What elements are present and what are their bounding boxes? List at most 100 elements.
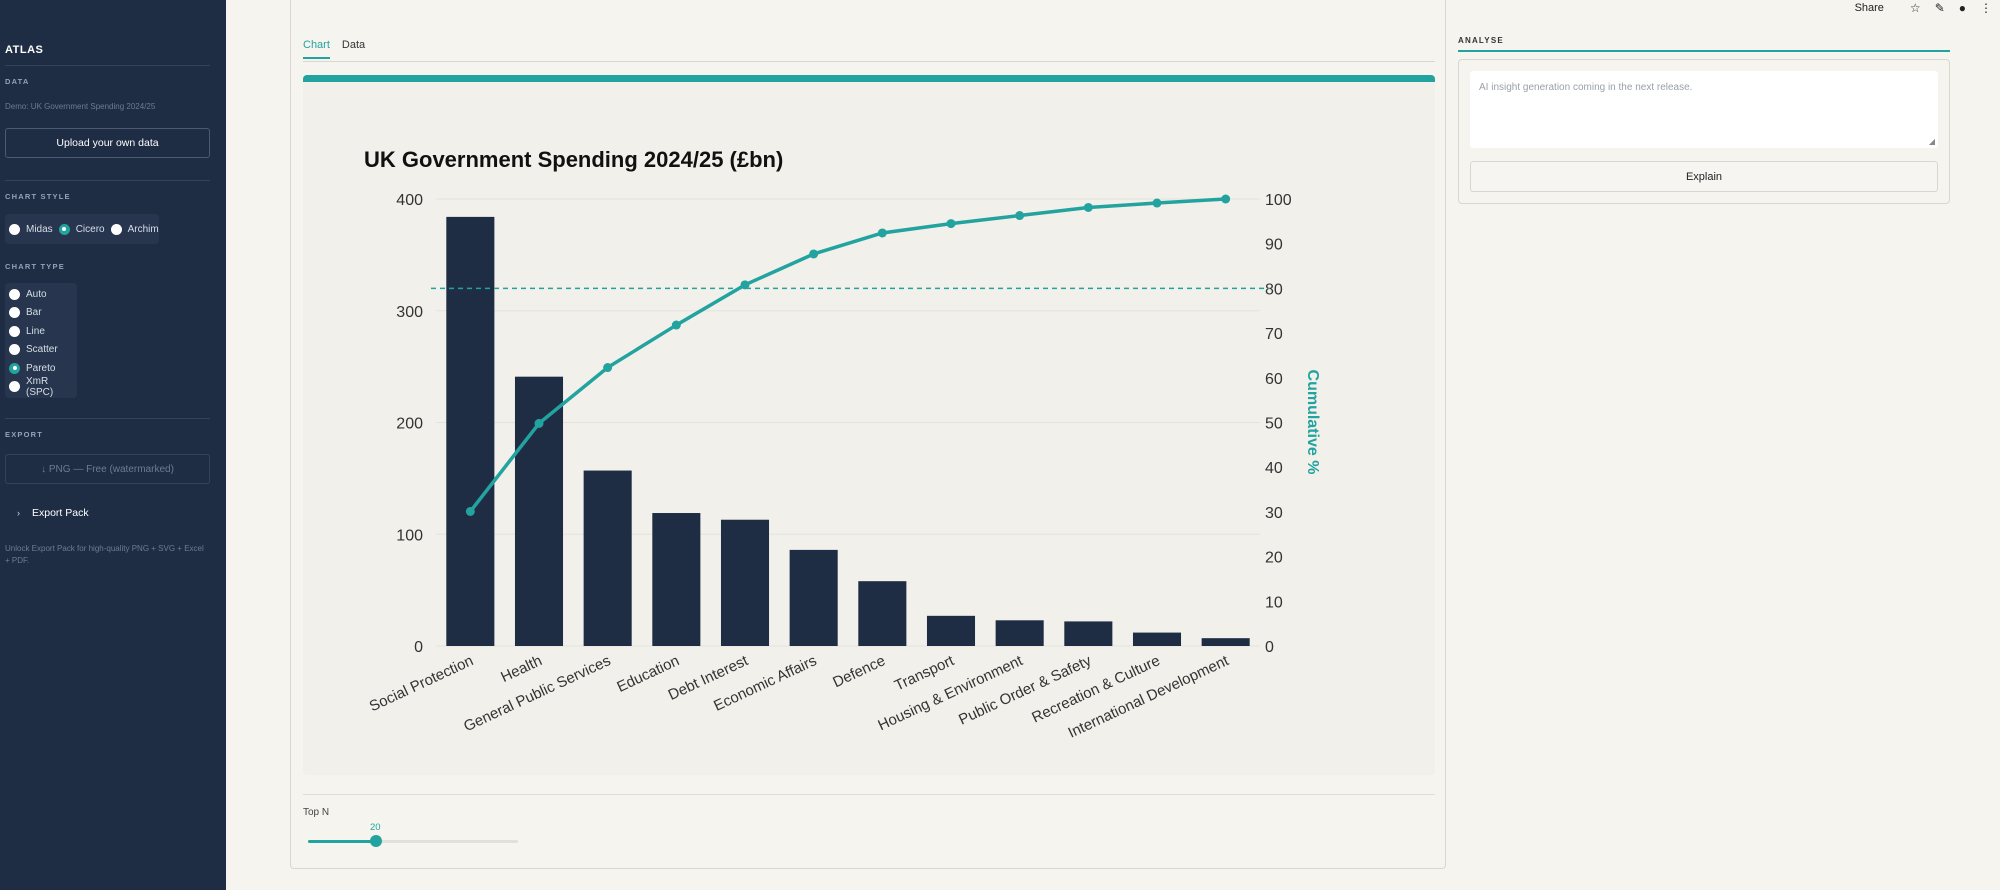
- divider: [5, 180, 210, 181]
- analyse-panel: AI insight generation coming in the next…: [1458, 59, 1950, 204]
- style-option-archim[interactable]: Archim: [110, 223, 159, 235]
- cumulative-line: [468, 197, 1226, 513]
- cumulative-point-7: [877, 228, 887, 238]
- chart-type-scatter[interactable]: Scatter: [9, 341, 73, 360]
- cumulative-point-3: [603, 363, 613, 373]
- bar-6: [789, 549, 838, 646]
- chevron-right-icon: ›: [17, 508, 20, 518]
- radio-selected-icon: [9, 362, 20, 374]
- cumulative-point-4: [671, 320, 681, 330]
- chart-type-label: Bar: [26, 307, 42, 319]
- chart-type-line[interactable]: Line: [9, 322, 73, 341]
- divider: [303, 794, 1435, 795]
- dataset-note: Demo: UK Government Spending 2024/25: [5, 102, 156, 111]
- chart-type-label: Pareto: [26, 362, 56, 374]
- export-pack-expander[interactable]: › Export Pack: [5, 502, 210, 524]
- bar-1: [446, 216, 495, 646]
- chart-type-radio-group: Auto Bar Line Scatter Pareto XmR (SPC): [5, 283, 77, 398]
- cumulative-point-1: [465, 506, 475, 516]
- radio-icon: [9, 223, 20, 235]
- edit-icon[interactable]: ✎: [1934, 1, 1945, 15]
- y2-tick-label: 20: [1265, 550, 1283, 567]
- y-tick-label: 300: [396, 304, 423, 321]
- cumulative-point-9: [1015, 211, 1025, 221]
- radio-selected-icon: [58, 223, 70, 235]
- tab-chart[interactable]: Chart: [303, 39, 330, 59]
- radio-icon: [9, 325, 20, 337]
- more-menu-icon[interactable]: ⋮: [1980, 1, 1992, 15]
- y2-tick-label: 80: [1265, 281, 1283, 298]
- bar-12: [1201, 638, 1250, 646]
- cumulative-point-6: [809, 249, 819, 259]
- x-tick-label: Defence: [830, 652, 888, 691]
- github-icon[interactable]: ●: [1958, 1, 1966, 15]
- chart-type-section-label: CHART TYPE: [5, 262, 65, 271]
- radio-icon: [110, 223, 122, 235]
- y2-tick-label: 0: [1265, 639, 1274, 656]
- explain-button[interactable]: Explain: [1470, 161, 1938, 192]
- style-option-midas[interactable]: Midas: [9, 223, 53, 235]
- topn-value: 20: [370, 822, 381, 833]
- y-tick-label: 200: [396, 416, 423, 433]
- y2-tick-label: 60: [1265, 371, 1283, 388]
- bar-3: [583, 470, 632, 646]
- analyse-section-label: ANALYSE: [1458, 36, 1504, 45]
- share-button[interactable]: Share: [1854, 2, 1884, 14]
- cumulative-point-11: [1152, 198, 1162, 208]
- chart-type-label: Line: [26, 325, 45, 337]
- bar-7: [858, 581, 907, 646]
- y2-tick-label: 70: [1265, 326, 1283, 343]
- chart-style-section-label: CHART STYLE: [5, 192, 71, 201]
- chart-type-bar[interactable]: Bar: [9, 304, 73, 323]
- topn-slider-fill: [308, 840, 376, 843]
- pareto-chart: UK Government Spending 2024/25 (£bn)0100…: [364, 147, 1321, 742]
- topn-slider-thumb[interactable]: [370, 835, 382, 847]
- style-option-label: Cicero: [75, 223, 105, 235]
- bar-11: [1132, 632, 1182, 646]
- cumulative-point-5: [740, 280, 750, 290]
- star-icon[interactable]: ☆: [1909, 1, 1921, 15]
- style-option-cicero[interactable]: Cicero: [58, 223, 105, 235]
- style-option-label: Midas: [26, 223, 53, 235]
- unlock-note: Unlock Export Pack for high-quality PNG …: [5, 544, 204, 565]
- chart-type-label: Auto: [26, 288, 47, 300]
- upload-data-button[interactable]: Upload your own data: [5, 128, 210, 158]
- radio-icon: [9, 288, 20, 300]
- y2-tick-label: 40: [1265, 460, 1283, 477]
- y2-tick-label: 10: [1265, 594, 1283, 611]
- cumulative-point-12: [1221, 194, 1231, 204]
- chart-type-xmr[interactable]: XmR (SPC): [9, 375, 73, 398]
- main-panel: Chart Data UK Government Spending 2024/2…: [290, 0, 1446, 869]
- tab-data[interactable]: Data: [341, 39, 366, 51]
- y2-tick-label: 50: [1265, 416, 1283, 433]
- topn-label: Top N: [303, 807, 330, 818]
- topn-slider-track[interactable]: [308, 840, 518, 843]
- data-section-label: DATA: [5, 77, 30, 86]
- x-tick-label: Health: [498, 652, 544, 686]
- y2-tick-label: 90: [1265, 237, 1283, 254]
- export-pack-label: Export Pack: [32, 507, 89, 519]
- insight-placeholder: AI insight generation coming in the next…: [1479, 82, 1693, 93]
- bar-10: [1064, 621, 1113, 646]
- y2-tick-label: 30: [1265, 505, 1283, 522]
- bar-2: [514, 376, 564, 646]
- y-tick-label: 400: [396, 192, 423, 209]
- png-free-button[interactable]: ↓ PNG — Free (watermarked): [5, 454, 210, 484]
- chart-type-auto[interactable]: Auto: [9, 285, 73, 304]
- resize-grip-icon[interactable]: ◢: [1928, 137, 1935, 146]
- export-section-label: EXPORT: [5, 430, 44, 439]
- chart-style-radio-group: Midas Cicero Archim: [5, 214, 159, 244]
- divider: [5, 418, 210, 419]
- insight-textarea[interactable]: AI insight generation coming in the next…: [1470, 71, 1938, 148]
- cumulative-point-10: [1083, 202, 1093, 212]
- chart-type-pareto[interactable]: Pareto: [9, 359, 73, 378]
- chart-type-label: XmR (SPC): [26, 375, 54, 398]
- brand-logo: ATLAS: [5, 44, 44, 56]
- bar-5: [720, 519, 770, 646]
- radio-icon: [9, 381, 20, 393]
- bar-8: [926, 615, 976, 646]
- x-tick-label: Social Protection: [367, 652, 476, 715]
- chart-accent-bar: [303, 75, 1435, 82]
- tab-divider: [303, 61, 1435, 62]
- cumulative-point-2: [534, 418, 544, 428]
